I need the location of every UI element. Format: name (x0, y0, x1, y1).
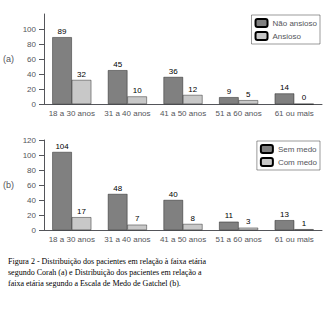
svg-text:faixa etária segundo a Escala: faixa etária segundo a Escala de Medo de… (8, 279, 181, 288)
svg-text:100: 100 (23, 25, 37, 34)
svg-text:9: 9 (227, 87, 232, 96)
svg-text:Não ansioso: Não ansioso (273, 19, 318, 28)
svg-text:31 a 40 anos: 31 a 40 anos (104, 235, 150, 244)
svg-text:8: 8 (191, 214, 196, 223)
svg-text:12: 12 (188, 85, 197, 94)
svg-text:18 a 30 anos: 18 a 30 anos (49, 109, 95, 118)
svg-text:11: 11 (225, 211, 234, 220)
svg-text:Sem medo: Sem medo (278, 145, 317, 154)
svg-text:51 a 60 anos: 51 a 60 anos (215, 235, 261, 244)
svg-text:60: 60 (27, 55, 36, 64)
svg-text:5: 5 (246, 90, 251, 99)
svg-text:segundo Corah (a) e Distribuiç: segundo Corah (a) e Distribuição dos pac… (8, 268, 202, 277)
svg-text:36: 36 (169, 67, 178, 76)
svg-text:17: 17 (77, 207, 86, 216)
svg-text:61 ou mais: 61 ou mais (275, 235, 314, 244)
svg-text:Figura 2 - Distribuição dos pa: Figura 2 - Distribuição dos pacientes em… (8, 257, 207, 266)
svg-text:48: 48 (113, 184, 122, 193)
svg-text:40: 40 (27, 196, 36, 205)
svg-text:32: 32 (77, 70, 86, 79)
svg-text:41 a 50 anos: 41 a 50 anos (160, 235, 206, 244)
svg-text:Ansioso: Ansioso (273, 32, 302, 41)
svg-text:20: 20 (27, 85, 36, 94)
svg-text:51 a 60 anos: 51 a 60 anos (215, 109, 261, 118)
svg-text:100: 100 (23, 151, 37, 160)
svg-text:10: 10 (133, 86, 142, 95)
svg-text:40: 40 (27, 70, 36, 79)
svg-text:40: 40 (169, 190, 178, 199)
svg-text:20: 20 (27, 211, 36, 220)
svg-text:80: 80 (27, 40, 36, 49)
svg-text:41 a 50 anos: 41 a 50 anos (160, 109, 206, 118)
svg-text:13: 13 (280, 210, 289, 219)
svg-text:14: 14 (280, 83, 289, 92)
svg-text:80: 80 (27, 166, 36, 175)
svg-text:1: 1 (302, 219, 307, 228)
svg-text:(b): (b) (3, 180, 14, 190)
svg-text:61 ou mais: 61 ou mais (275, 109, 314, 118)
svg-text:120: 120 (23, 136, 37, 145)
svg-text:45: 45 (113, 60, 122, 69)
svg-text:0: 0 (302, 93, 307, 102)
svg-text:60: 60 (27, 181, 36, 190)
svg-text:89: 89 (58, 27, 67, 36)
svg-text:104: 104 (55, 142, 69, 151)
svg-text:3: 3 (246, 217, 251, 226)
svg-text:7: 7 (135, 214, 140, 223)
svg-text:0: 0 (32, 226, 37, 235)
svg-text:18 a 30 anos: 18 a 30 anos (49, 235, 95, 244)
svg-text:0: 0 (32, 100, 37, 109)
svg-text:Com medo: Com medo (278, 158, 318, 167)
svg-text:31 a 40 anos: 31 a 40 anos (104, 109, 150, 118)
svg-text:(a): (a) (3, 54, 14, 64)
